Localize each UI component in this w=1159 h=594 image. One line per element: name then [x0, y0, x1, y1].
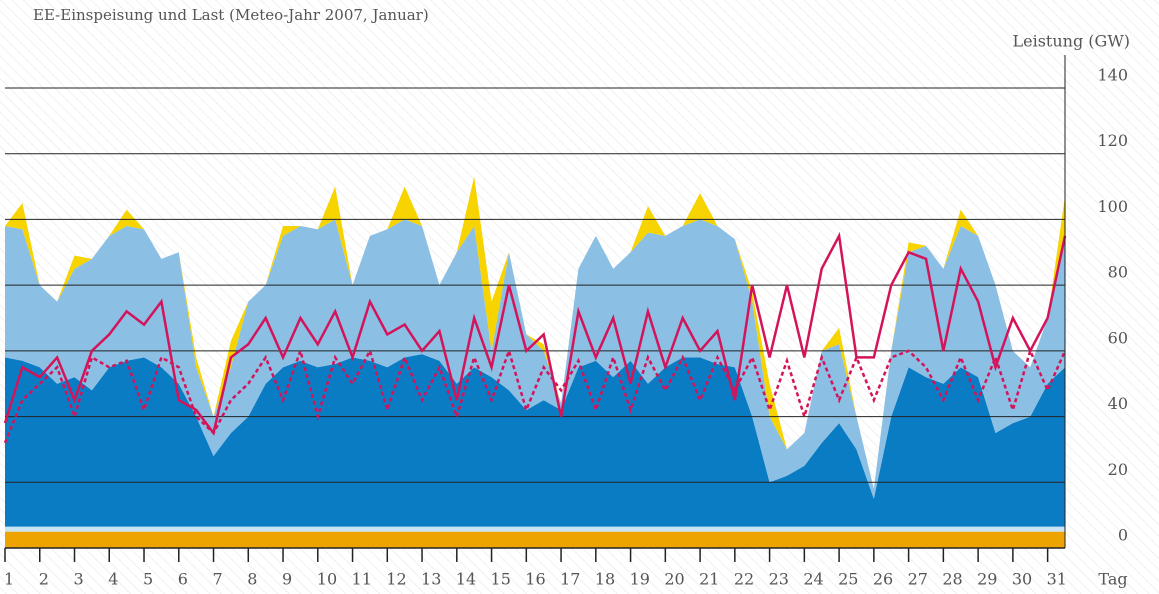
- x-tick-label: 4: [108, 570, 118, 589]
- x-tick-label: 30: [1012, 570, 1032, 589]
- x-tick-label: 11: [352, 570, 372, 589]
- y-tick-label: 0: [1118, 526, 1128, 545]
- x-tick-label: 19: [630, 570, 650, 589]
- area: [5, 531, 1065, 548]
- x-tick-label: 22: [734, 570, 754, 589]
- x-tick-label: 6: [178, 570, 188, 589]
- x-tick-label: 23: [769, 570, 789, 589]
- x-tick-label: 21: [699, 570, 719, 589]
- y-tick-label: 60: [1108, 328, 1128, 347]
- y-axis-label: Leistung (GW): [1013, 32, 1131, 51]
- x-tick-label: 15: [491, 570, 511, 589]
- x-tick-label: 10: [317, 570, 337, 589]
- y-tick-label: 40: [1108, 394, 1128, 413]
- y-tick-label: 100: [1097, 197, 1128, 216]
- x-tick-label: 16: [525, 570, 545, 589]
- x-tick-label: 31: [1047, 570, 1067, 589]
- area: [5, 526, 1065, 532]
- x-tick-label: 13: [421, 570, 441, 589]
- area: [5, 354, 1065, 527]
- x-tick-label: 2: [39, 570, 49, 589]
- x-tick-label: 12: [386, 570, 406, 589]
- x-tick-label: 3: [74, 570, 84, 589]
- x-tick-label: 20: [664, 570, 684, 589]
- x-tick-label: 29: [977, 570, 997, 589]
- x-tick-label: 17: [560, 570, 580, 589]
- y-tick-label: 140: [1097, 66, 1128, 85]
- x-tick-label: 7: [213, 570, 223, 589]
- line: [3, 231, 1067, 436]
- x-tick-label: 28: [942, 570, 962, 589]
- x-tick-label: 8: [247, 570, 257, 589]
- x-tick-label: 14: [456, 570, 476, 589]
- chart-title: EE-Einspeisung und Last (Meteo-Jahr 2007…: [33, 6, 429, 24]
- area: [5, 219, 1065, 499]
- x-tick-label: 26: [873, 570, 893, 589]
- y-tick-label: 20: [1108, 460, 1128, 479]
- x-tick-label: 25: [838, 570, 858, 589]
- x-tick-label: 9: [282, 570, 292, 589]
- x-tick-label: 27: [908, 570, 928, 589]
- y-tick-label: 120: [1097, 131, 1128, 150]
- y-tick-label: 80: [1108, 263, 1128, 282]
- x-axis-label: Tag: [1098, 570, 1127, 589]
- x-tick-label: 18: [595, 570, 615, 589]
- x-tick-label: 1: [4, 570, 14, 589]
- x-tick-label: 24: [803, 570, 823, 589]
- x-tick-label: 5: [143, 570, 153, 589]
